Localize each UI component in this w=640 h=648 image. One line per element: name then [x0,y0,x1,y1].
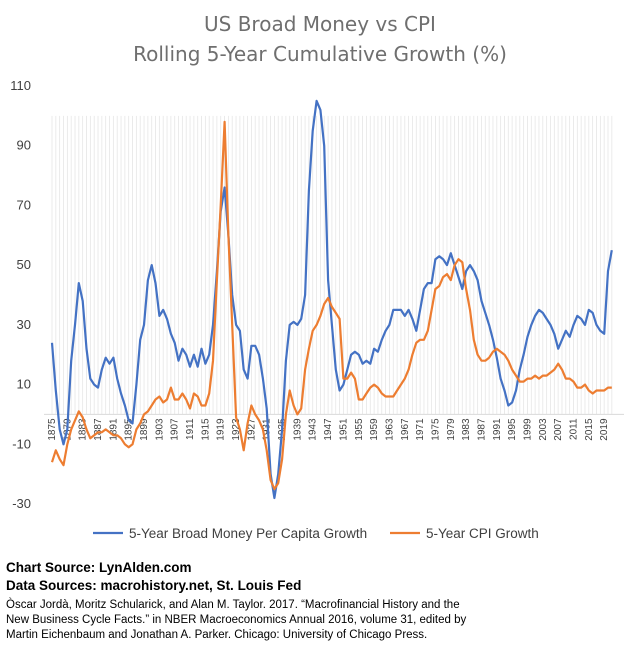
x-tick-label: 1887 [93,418,104,441]
x-tick-label: 1987 [476,418,487,441]
x-tick-label: 1951 [338,418,349,441]
x-tick-label: 1983 [461,418,472,441]
y-tick-label: 30 [17,317,31,332]
x-tick-label: 1923 [231,418,242,441]
x-tick-label: 1943 [308,418,319,441]
data-sources-credit: Data Sources: macrohistory.net, St. Loui… [6,578,302,593]
citation: Òscar Jordà, Moritz Schularick, and Alan… [6,598,526,643]
x-tick-label: 1875 [47,418,58,441]
y-tick-label: 70 [17,197,31,212]
x-tick-label: 1963 [384,418,395,441]
x-tick-label: 1911 [185,418,196,440]
x-tick-label: 1991 [492,418,503,441]
y-tick-label: 110 [10,78,31,93]
chart-title-line-2: Rolling 5-Year Cumulative Growth (%) [133,42,507,66]
x-tick-label: 2003 [538,418,549,441]
x-tick-label: 1927 [246,418,257,441]
x-tick-label: 1967 [400,418,411,441]
legend-label: 5-Year CPI Growth [426,526,539,541]
x-tick-label: 1939 [292,418,303,441]
y-tick-label: -30 [12,496,31,511]
y-tick-label: -10 [12,436,31,451]
y-tick-label: 90 [17,138,31,153]
cpi-growth-line [50,120,612,491]
x-tick-label: 1899 [139,418,150,441]
x-tick-label: 1975 [430,418,441,441]
x-tick-label: 1903 [154,418,165,441]
x-tick-label: 1907 [170,418,181,441]
legend-label: 5-Year Broad Money Per Capita Growth [129,526,367,541]
x-tick-label: 2019 [599,418,610,441]
series-lines [50,99,613,500]
x-tick-label: 1947 [323,418,334,441]
x-tick-label: 2011 [568,418,579,440]
y-tick-label: 50 [17,257,31,272]
y-axis: -30 -10 10 30 50 70 90 110 [10,78,31,511]
citation-line: New Business Cycle Facts.” in NBER Macro… [6,614,467,626]
y-tick-label: 10 [17,377,31,392]
x-tick-label: 1995 [507,418,518,441]
x-tick-label: 1971 [415,418,426,441]
x-tick-label: 2007 [553,418,564,441]
x-tick-label: 1915 [200,418,211,441]
x-tick-label: 1979 [446,418,457,441]
citation-line: Òscar Jordà, Moritz Schularick, and Alan… [6,599,460,611]
x-tick-label: 1955 [354,418,365,441]
x-tick-label: 1959 [369,418,380,441]
legend: 5-Year Broad Money Per Capita Growth 5-Ye… [93,526,539,541]
x-tick-label: 1883 [78,418,89,441]
x-tick-label: 2015 [584,418,595,441]
chart-title-line-1: US Broad Money vs CPI [204,12,436,36]
grid-lines [44,115,624,415]
x-tick-label: 1999 [522,418,533,441]
citation-line: Martin Eichenbaum and Jonathan A. Parker… [6,629,428,641]
x-tick-label: 1895 [124,418,135,441]
x-tick-label: 1919 [216,418,227,441]
chart-source-credit: Chart Source: LynAlden.com [6,560,192,575]
money-growth-line [50,99,613,500]
x-tick-label: 1891 [108,418,119,441]
